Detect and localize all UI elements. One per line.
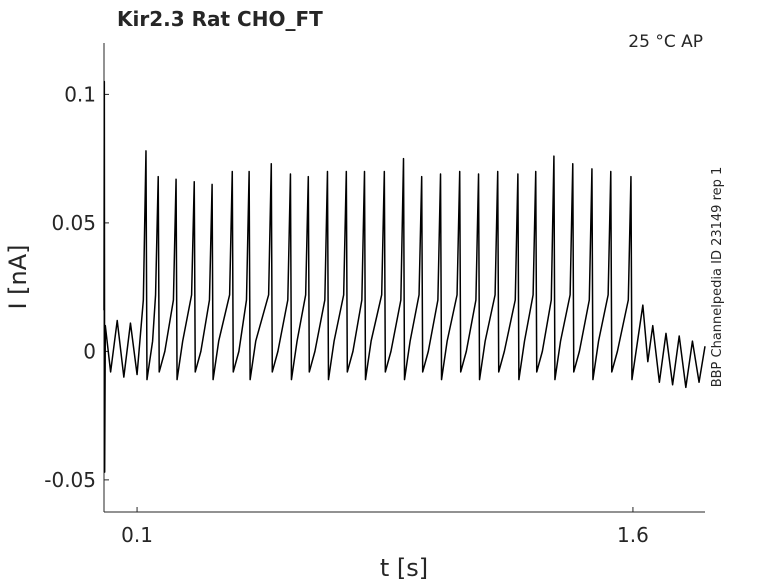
x-tick-label: 1.6 — [617, 523, 649, 547]
y-tick-label: 0 — [83, 339, 96, 363]
x-tick-label: 0.1 — [121, 523, 153, 547]
chart-title: Kir2.3 Rat CHO_FT — [117, 7, 323, 31]
y-axis-label: I [nA] — [4, 244, 32, 309]
x-axis-label: t [s] — [380, 554, 428, 582]
side-label: BBP Channelpedia ID 23149 rep 1 — [710, 167, 725, 388]
y-tick-label: 0.1 — [64, 82, 96, 106]
y-tick-label: 0.05 — [51, 211, 96, 235]
y-tick-label: -0.05 — [44, 468, 96, 492]
trace — [103, 80, 706, 473]
annotation: 25 °C AP — [628, 32, 703, 52]
